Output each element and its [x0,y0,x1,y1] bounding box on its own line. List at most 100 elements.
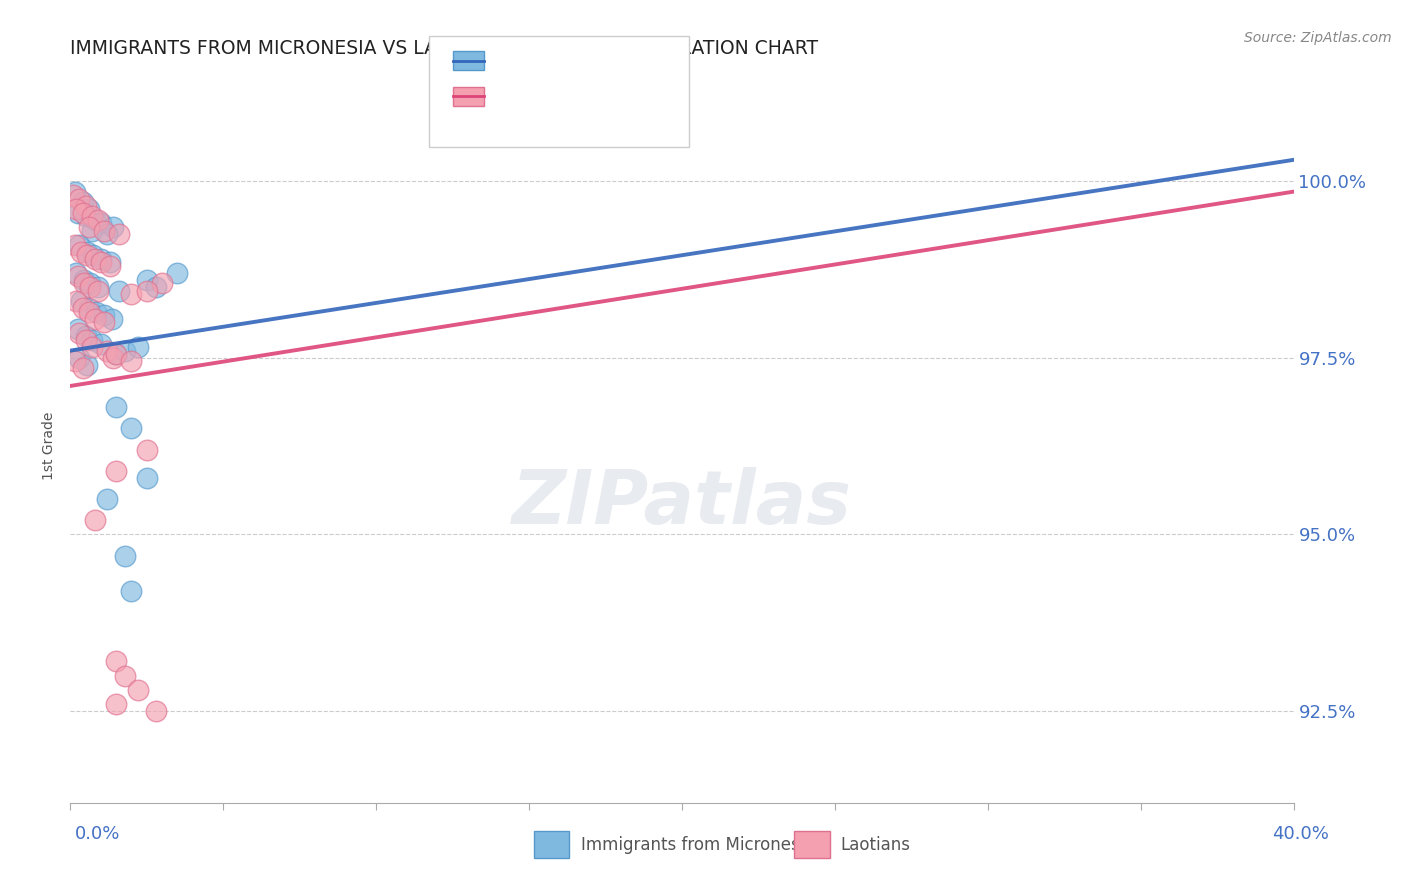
Y-axis label: 1st Grade: 1st Grade [42,412,56,480]
Point [83,513,105,527]
Point [90,252,112,266]
Point [75,333,97,347]
Point [96,491,118,506]
Text: IMMIGRANTS FROM MICRONESIA VS LAOTIAN 1ST GRADE CORRELATION CHART: IMMIGRANTS FROM MICRONESIA VS LAOTIAN 1S… [70,39,818,58]
Point [93,308,115,322]
Point [121,354,143,368]
Point [114,668,136,682]
Point [80,333,103,347]
Point [76,358,98,372]
Point [121,421,143,435]
Point [135,442,157,457]
Text: Source: ZipAtlas.com: Source: ZipAtlas.com [1244,31,1392,45]
Text: R = 0.278: R = 0.278 [495,87,593,105]
Point [76,248,98,262]
Point [84,305,107,319]
Point [105,400,128,414]
Point [121,287,143,301]
Point [72,361,94,376]
Point [79,277,101,291]
Point [75,329,97,343]
Point [65,202,87,217]
Point [135,471,157,485]
Point [80,223,103,237]
Point [90,255,112,269]
Point [127,340,149,354]
Point [77,219,100,234]
Point [105,655,128,669]
Point [101,219,124,234]
Point [62,188,84,202]
Point [70,294,93,309]
Point [70,244,93,259]
Point [80,340,103,354]
Point [69,351,91,365]
Point [83,213,105,227]
Text: 40.0%: 40.0% [1272,825,1329,843]
Point [79,280,101,294]
Point [93,315,115,329]
Point [98,259,121,273]
Point [108,227,131,241]
Point [105,464,128,478]
Point [77,301,100,316]
Point [145,704,167,718]
Point [135,273,157,287]
Point [98,255,121,269]
Point [121,583,143,598]
Point [90,336,112,351]
Point [80,210,103,224]
Point [76,244,98,259]
Point [83,311,105,326]
Point [150,277,173,291]
Point [66,206,89,220]
Point [105,347,128,361]
Point [65,266,87,280]
Point [105,347,128,361]
Point [72,206,94,220]
Point [105,697,128,711]
Point [96,343,118,358]
Point [63,185,86,199]
Text: ZIPatlas: ZIPatlas [512,467,852,540]
Point [69,237,91,252]
Point [135,284,157,298]
Point [93,223,115,237]
Point [66,322,89,336]
Point [65,294,87,309]
Text: R = 0.367: R = 0.367 [495,52,593,70]
Point [63,354,86,368]
Point [69,326,91,340]
Point [75,199,97,213]
Point [96,227,118,241]
Text: N = 43: N = 43 [600,52,668,70]
Point [87,284,110,298]
Point [166,266,188,280]
Point [145,280,167,294]
Point [87,280,110,294]
Point [87,213,110,227]
Point [108,284,131,298]
Point [90,216,112,230]
Point [66,269,89,284]
Point [114,549,136,563]
Point [100,311,122,326]
Text: Immigrants from Micronesia: Immigrants from Micronesia [581,836,814,854]
Point [73,273,96,287]
Point [114,343,136,358]
Point [83,252,105,266]
Point [72,301,94,316]
Point [75,210,97,224]
Point [77,305,100,319]
Point [69,192,91,206]
Point [72,195,94,210]
Point [127,682,149,697]
Text: Laotians: Laotians [841,836,911,854]
Text: N = 45: N = 45 [600,87,668,105]
Point [63,237,86,252]
Point [73,277,96,291]
Point [82,248,104,262]
Point [101,351,124,365]
Text: 0.0%: 0.0% [75,825,120,843]
Point [77,202,100,217]
